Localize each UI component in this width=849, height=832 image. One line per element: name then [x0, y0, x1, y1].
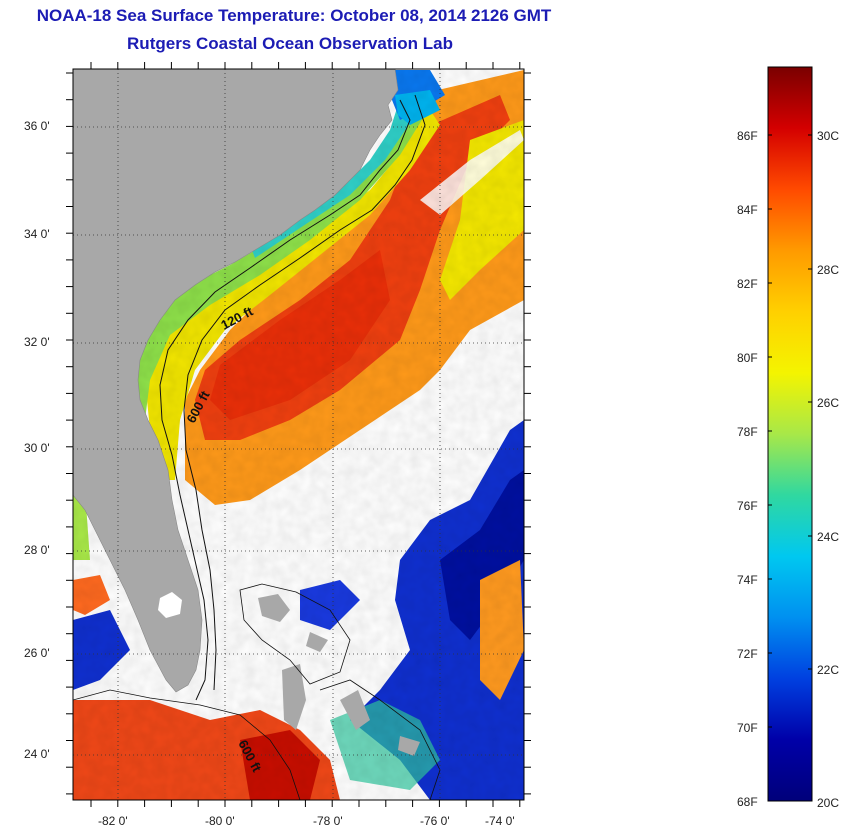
colorbar-fahrenheit-label: 74F	[737, 573, 758, 587]
lon-label: -80 0'	[205, 814, 235, 828]
colorbar-celsius-label: 30C	[817, 129, 840, 143]
colorbar-celsius-label: 22C	[817, 663, 840, 677]
land-bahamas-4	[340, 690, 370, 730]
land-bahamas-2	[306, 632, 328, 652]
land-bahamas-3	[282, 664, 306, 730]
contour-bahamas	[239, 583, 351, 685]
colorbar-fahrenheit-label: 78F	[737, 425, 758, 439]
lat-label: 24 0'	[24, 747, 50, 761]
lat-label: 34 0'	[24, 227, 50, 241]
lat-label: 26 0'	[24, 646, 50, 660]
lon-label: -78 0'	[313, 814, 343, 828]
lat-label: 36 0'	[24, 119, 50, 133]
lat-label: 32 0'	[24, 335, 50, 349]
lat-label: 28 0'	[24, 543, 50, 557]
lon-label: -82 0'	[98, 814, 128, 828]
chart-title: NOAA-18 Sea Surface Temperature: October…	[36, 6, 552, 25]
contour-south	[73, 689, 301, 800]
contour-120ft	[159, 99, 411, 701]
colorbar-fahrenheit-label: 86F	[737, 129, 758, 143]
colorbar-fahrenheit-label: 84F	[737, 203, 758, 217]
axis-ticks	[66, 62, 531, 807]
colorbar-fahrenheit-label: 80F	[737, 351, 758, 365]
colorbar-celsius-label: 26C	[817, 396, 840, 410]
colorbar-fahrenheit-label: 68F	[737, 795, 758, 809]
lon-label: -76 0'	[420, 814, 450, 828]
colorbar-celsius-label: 28C	[817, 263, 840, 277]
lake-okeechobee	[158, 592, 182, 618]
chart-subtitle: Rutgers Coastal Ocean Observation Lab	[127, 34, 453, 53]
lon-label: -74 0'	[485, 814, 515, 828]
land-mainland	[73, 69, 399, 693]
land-bahamas-1	[258, 594, 290, 622]
colorbar-celsius-label: 20C	[817, 796, 840, 810]
colorbar-celsius-label: 24C	[817, 530, 840, 544]
lat-label: 30 0'	[24, 441, 50, 455]
colorbar-fahrenheit-label: 76F	[737, 499, 758, 513]
colorbar-fahrenheit-label: 70F	[737, 721, 758, 735]
land-bahamas-5	[398, 736, 420, 756]
contour-bahamas-2	[319, 679, 441, 800]
colorbar-fahrenheit-label: 82F	[737, 277, 758, 291]
map-frame	[72, 68, 525, 801]
colorbar-scale	[767, 66, 813, 802]
contour-600ft	[183, 94, 426, 691]
colorbar-fahrenheit-label: 72F	[737, 647, 758, 661]
